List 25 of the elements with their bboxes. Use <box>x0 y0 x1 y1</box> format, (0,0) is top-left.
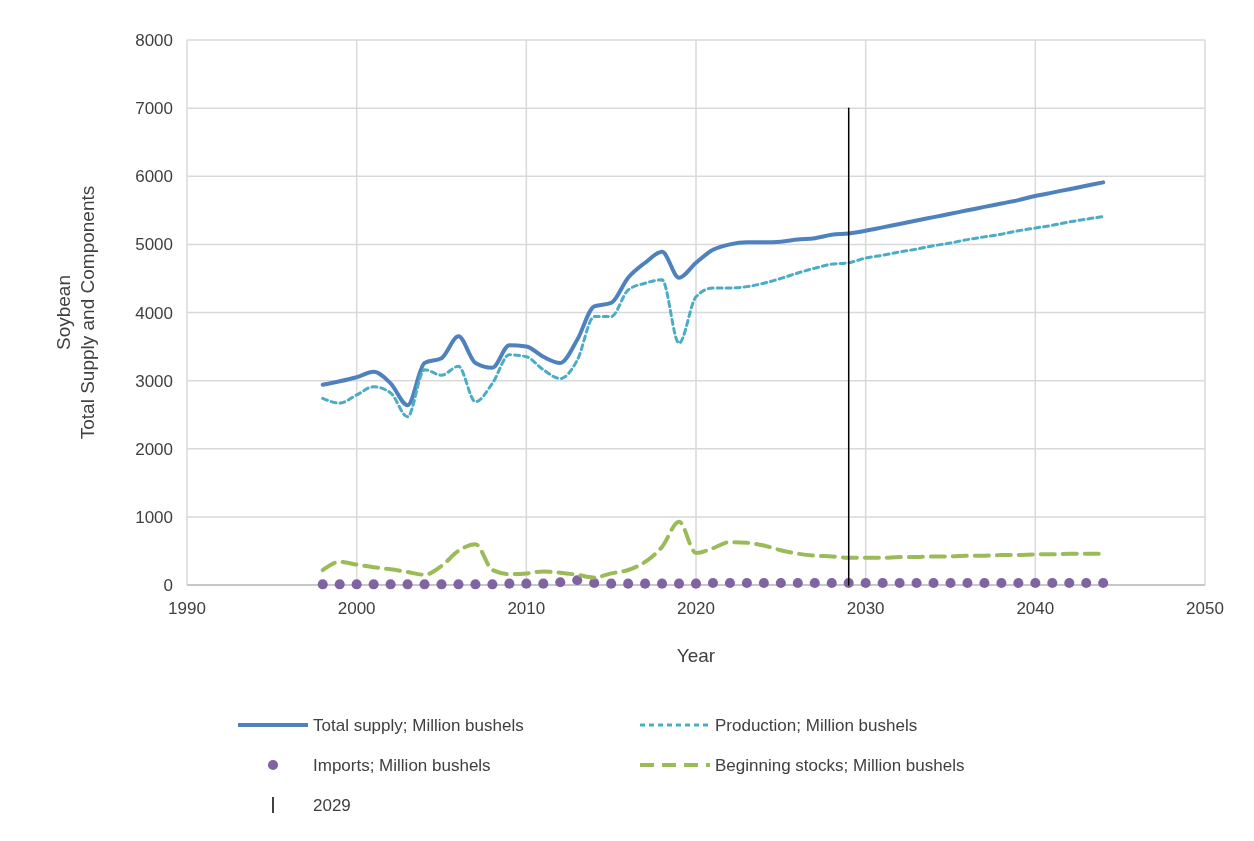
y-tick-label: 5000 <box>135 235 173 255</box>
y-tick-label: 1000 <box>135 507 173 527</box>
y-tick-label: 4000 <box>135 303 173 323</box>
x-tick-label: 2000 <box>337 599 376 618</box>
y-axis-title: Soybean Total Supply and Components <box>53 185 98 440</box>
y-tick-label: 8000 <box>135 31 173 50</box>
y-tick-label: 3000 <box>135 371 173 391</box>
y-tick-label: 0 <box>163 576 173 595</box>
x-tick-label: 2020 <box>677 599 715 618</box>
x-tick-label: 1990 <box>168 599 206 618</box>
y-tick-label: 7000 <box>135 99 173 119</box>
y-tick-label: 6000 <box>135 167 173 187</box>
legend-label: Production; Million bushels <box>715 716 918 735</box>
x-tick-label: 2040 <box>1016 599 1055 618</box>
x-tick-label: 2030 <box>846 599 885 618</box>
x-axis-title: Year <box>676 645 716 666</box>
line-series <box>320 180 1106 408</box>
y-tick-label: 2000 <box>135 439 173 459</box>
x-tick-label: 2010 <box>507 599 546 618</box>
x-tick-label: 2050 <box>1186 599 1224 618</box>
legend-label: Imports; Million bushels <box>313 756 491 775</box>
legend-label: 2029 <box>313 796 351 815</box>
line-series <box>321 214 1105 419</box>
legend-label: Total supply; Million bushels <box>313 716 524 735</box>
legend-label: Beginning stocks; Million bushels <box>715 756 965 775</box>
